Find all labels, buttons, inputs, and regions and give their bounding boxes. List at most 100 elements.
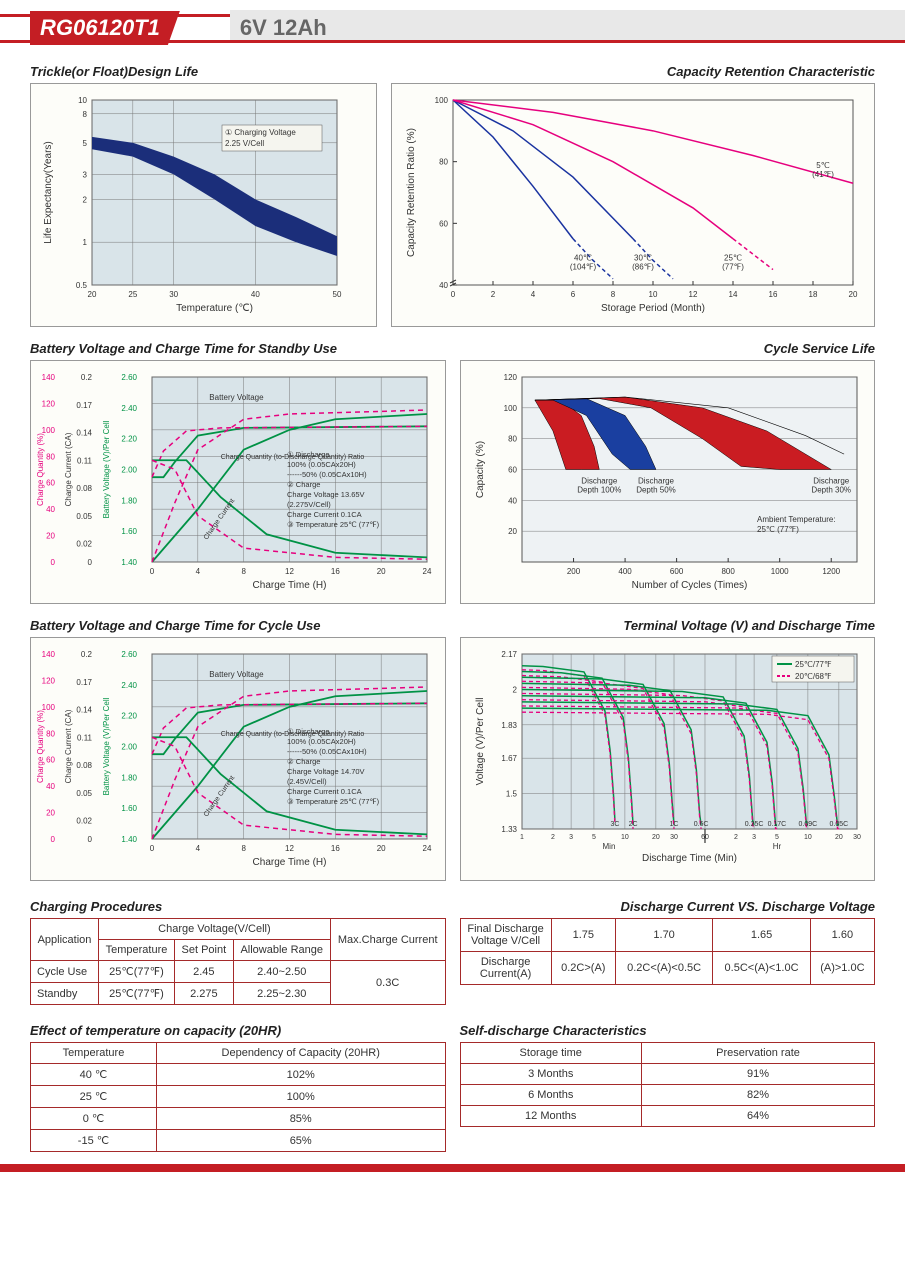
svg-text:20: 20 xyxy=(849,290,858,299)
svg-text:Charge Voltage 14.70V: Charge Voltage 14.70V xyxy=(287,767,365,776)
svg-text:1000: 1000 xyxy=(770,567,788,576)
svg-text:140: 140 xyxy=(42,650,56,659)
svg-text:8: 8 xyxy=(611,290,616,299)
temp-cap-table: TemperatureDependency of Capacity (20HR)… xyxy=(30,1042,446,1152)
svg-text:16: 16 xyxy=(331,567,340,576)
svg-text:5: 5 xyxy=(591,834,595,841)
svg-text:Charge Quantity (%): Charge Quantity (%) xyxy=(37,433,45,506)
svg-text:1.80: 1.80 xyxy=(121,773,137,782)
chart3a-svg: 0481216202402040608010012014000.020.050.… xyxy=(37,367,437,597)
svg-text:2.60: 2.60 xyxy=(121,373,137,382)
svg-text:80: 80 xyxy=(508,435,517,444)
chart2-title: Capacity Retention Characteristic xyxy=(391,64,875,79)
svg-text:20: 20 xyxy=(834,834,842,841)
svg-text:0.2: 0.2 xyxy=(81,373,93,382)
svg-text:1.33: 1.33 xyxy=(501,825,517,834)
svg-text:20℃/68℉: 20℃/68℉ xyxy=(795,672,832,681)
svg-text:4: 4 xyxy=(531,290,536,299)
svg-text:1.67: 1.67 xyxy=(501,754,517,763)
chart2-svg: 0246810121416182040608010040℃(104℉)30℃(8… xyxy=(398,90,868,320)
svg-text:25℃: 25℃ xyxy=(724,253,742,262)
svg-text:1: 1 xyxy=(520,834,524,841)
svg-text:60: 60 xyxy=(439,219,448,228)
svg-text:0.6C: 0.6C xyxy=(693,821,708,828)
svg-text:① Charging Voltage: ① Charging Voltage xyxy=(225,128,296,137)
svg-text:2.60: 2.60 xyxy=(121,650,137,659)
svg-text:1.60: 1.60 xyxy=(121,527,137,536)
svg-text:0: 0 xyxy=(88,835,93,844)
svg-text:(86℉): (86℉) xyxy=(632,262,654,271)
svg-text:40: 40 xyxy=(46,782,55,791)
chart4a-title: Battery Voltage and Charge Time for Cycl… xyxy=(30,618,446,633)
svg-text:Depth 30%: Depth 30% xyxy=(811,486,851,495)
charge-proc-table: Application Charge Voltage(V/Cell) Max.C… xyxy=(30,918,446,1005)
header-spec: 6V 12Ah xyxy=(240,15,327,41)
svg-text:------50% (0.05CAx10H): ------50% (0.05CAx10H) xyxy=(287,470,367,479)
table-row: Final Discharge Voltage V/Cell 1.75 1.70… xyxy=(460,919,875,952)
svg-text:2: 2 xyxy=(83,195,88,204)
svg-text:0.05: 0.05 xyxy=(76,789,92,798)
svg-text:0.08: 0.08 xyxy=(76,484,92,493)
svg-text:1.60: 1.60 xyxy=(121,804,137,813)
svg-text:③ Temperature 25℃ (77℉): ③ Temperature 25℃ (77℉) xyxy=(287,520,380,529)
svg-text:80: 80 xyxy=(439,158,448,167)
svg-text:25: 25 xyxy=(128,290,137,299)
chart1-panel: 20253040500.51235810① Charging Voltage 2… xyxy=(30,83,377,327)
tbl-hdr-temp: Temperature xyxy=(98,940,174,961)
svg-text:20: 20 xyxy=(377,844,386,853)
svg-text:2: 2 xyxy=(734,834,738,841)
svg-text:10: 10 xyxy=(621,834,629,841)
svg-text:2C: 2C xyxy=(628,821,637,828)
svg-text:1.5: 1.5 xyxy=(505,790,517,799)
svg-text:30℃: 30℃ xyxy=(634,253,652,262)
svg-text:12: 12 xyxy=(689,290,698,299)
svg-text:20: 20 xyxy=(88,290,97,299)
svg-text:Hr: Hr xyxy=(772,842,781,851)
svg-text:Min: Min xyxy=(602,842,615,851)
chart4a-panel: 0481216202402040608010012014000.020.050.… xyxy=(30,637,446,881)
svg-text:25℃ (77℉): 25℃ (77℉) xyxy=(757,525,799,534)
table-row: 40 ℃102% xyxy=(31,1064,446,1086)
svg-text:0: 0 xyxy=(51,835,56,844)
svg-text:600: 600 xyxy=(669,567,683,576)
svg-text:800: 800 xyxy=(721,567,735,576)
chart3b-svg: 2004006008001000120020406080100120Discha… xyxy=(467,367,867,597)
svg-text:30: 30 xyxy=(853,834,861,841)
svg-text:40: 40 xyxy=(251,290,260,299)
svg-text:30: 30 xyxy=(169,290,178,299)
svg-text:Charge Current 0.1CA: Charge Current 0.1CA xyxy=(287,787,362,796)
svg-text:1: 1 xyxy=(83,238,88,247)
svg-text:2: 2 xyxy=(551,834,555,841)
svg-text:5: 5 xyxy=(774,834,778,841)
svg-text:Charge Voltage 13.65V: Charge Voltage 13.65V xyxy=(287,490,365,499)
svg-text:0.02: 0.02 xyxy=(76,540,92,549)
svg-text:0.02: 0.02 xyxy=(76,817,92,826)
svg-text:6: 6 xyxy=(571,290,576,299)
svg-text:24: 24 xyxy=(423,567,432,576)
svg-text:(2.275V/Cell): (2.275V/Cell) xyxy=(287,500,331,509)
svg-text:2.20: 2.20 xyxy=(121,712,137,721)
svg-text:2: 2 xyxy=(512,685,517,694)
svg-text:200: 200 xyxy=(566,567,580,576)
svg-text:2.00: 2.00 xyxy=(121,743,137,752)
svg-text:3: 3 xyxy=(83,170,88,179)
svg-text:Charge Current (CA): Charge Current (CA) xyxy=(64,709,73,783)
table-row: Discharge Current(A) 0.2C>(A) 0.2C<(A)<0… xyxy=(460,952,875,985)
svg-text:20: 20 xyxy=(651,834,659,841)
chart3a-panel: 0481216202402040608010012014000.020.050.… xyxy=(30,360,446,604)
svg-text:Discharge: Discharge xyxy=(813,477,850,486)
tbl-hdr-set: Set Point xyxy=(175,940,234,961)
chart4b-svg: 1.331.51.671.8322.1712351020306023510203… xyxy=(467,644,867,874)
selfd-title: Self-discharge Characteristics xyxy=(460,1023,876,1038)
svg-text:Charge Current (CA): Charge Current (CA) xyxy=(64,432,73,506)
svg-text:Discharge Time (Min): Discharge Time (Min) xyxy=(641,853,736,864)
svg-text:Ambient Temperature:: Ambient Temperature: xyxy=(757,515,836,524)
svg-text:8: 8 xyxy=(241,844,246,853)
svg-text:Depth 50%: Depth 50% xyxy=(636,486,676,495)
svg-text:2.40: 2.40 xyxy=(121,681,137,690)
svg-text:16: 16 xyxy=(331,844,340,853)
svg-text:Charge Time (H): Charge Time (H) xyxy=(253,857,327,868)
svg-text:0.17C: 0.17C xyxy=(767,821,786,828)
table-row: 0 ℃85% xyxy=(31,1108,446,1130)
svg-text:18: 18 xyxy=(809,290,818,299)
